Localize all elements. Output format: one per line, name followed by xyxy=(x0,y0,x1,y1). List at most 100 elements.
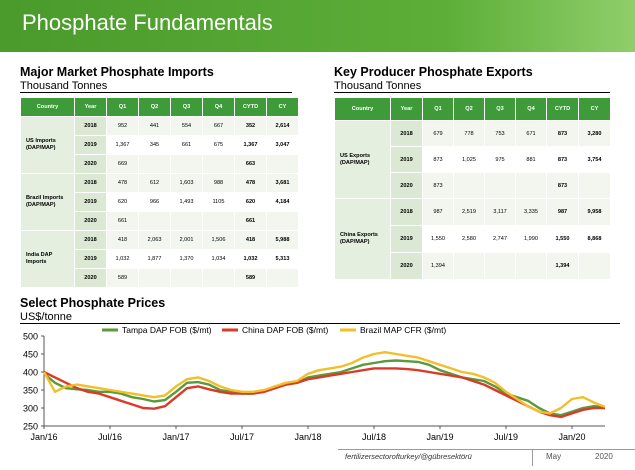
value-cell: 881 xyxy=(515,146,547,173)
column-header: Q2 xyxy=(453,97,485,121)
value-cell: 418 xyxy=(106,230,139,250)
legend-label: Brazil MAP CFR ($/mt) xyxy=(360,325,446,335)
value-cell xyxy=(170,268,203,288)
value-cell: 1,370 xyxy=(170,249,203,269)
value-cell: 3,280 xyxy=(578,120,611,147)
value-cell: 988 xyxy=(202,173,235,193)
value-cell: 1,550 xyxy=(546,225,579,253)
year-cell: 2019 xyxy=(74,249,107,269)
value-cell: 1,877 xyxy=(138,249,171,269)
value-cell xyxy=(202,154,235,174)
x-tick-label: Jan/18 xyxy=(294,432,321,442)
value-cell: 873 xyxy=(546,172,579,199)
column-header: Country xyxy=(20,97,75,117)
table-row: 2019 620 966 1,493 1105 620 4,184 xyxy=(21,192,299,212)
year-cell: 2020 xyxy=(390,172,423,199)
exports-title: Key Producer Phosphate Exports xyxy=(334,65,533,79)
column-header: CYTD xyxy=(546,97,579,121)
column-header: Year xyxy=(390,97,423,121)
value-cell: 1,506 xyxy=(202,230,235,250)
value-cell xyxy=(138,211,171,231)
year-cell: 2019 xyxy=(74,192,107,212)
table-row: 2019 873 1,025 975 881 873 3,754 xyxy=(335,146,611,173)
table-row: US Imports (DAP/MAP) 2018 952 441 554 667 352 2… xyxy=(20,116,299,174)
series-line-1 xyxy=(43,367,605,419)
value-cell: 2,001 xyxy=(170,230,203,250)
y-tick-label: 350 xyxy=(23,386,38,396)
year-cell: 2019 xyxy=(390,225,423,253)
value-cell: 873 xyxy=(546,120,579,147)
value-cell: 778 xyxy=(453,120,485,147)
table-row: Brazil Imports (DAP/MAP) 2018 478 612 1,603 9… xyxy=(20,173,299,231)
value-cell: 873 xyxy=(546,146,579,173)
column-header: CY xyxy=(578,97,611,121)
year-cell: 2020 xyxy=(74,211,107,231)
value-cell xyxy=(202,211,235,231)
value-cell: 589 xyxy=(234,268,267,288)
value-cell xyxy=(138,268,171,288)
value-cell: 1,990 xyxy=(515,225,547,253)
table-row: 2020 669 663 xyxy=(21,154,299,174)
value-cell: 1,493 xyxy=(170,192,203,212)
x-tick-label: Jul/18 xyxy=(362,432,386,442)
value-cell: 620 xyxy=(106,192,139,212)
table-row: US Exports (DAP/MAP) 2018 679 778 753 671 873 3… xyxy=(334,120,611,199)
page-header: Phosphate Fundamentals xyxy=(0,0,635,52)
column-header: Q4 xyxy=(202,97,235,117)
value-cell xyxy=(266,268,299,288)
column-header: CY xyxy=(266,97,299,117)
value-cell: 2,519 xyxy=(453,198,485,226)
value-cell: 675 xyxy=(202,135,235,155)
x-tick-label: Jul/17 xyxy=(230,432,254,442)
column-header: Q3 xyxy=(484,97,516,121)
value-cell: 661 xyxy=(170,135,203,155)
value-cell: 3,047 xyxy=(266,135,299,155)
value-cell: 2,063 xyxy=(138,230,171,250)
country-label: India DAP Imports xyxy=(20,230,75,288)
imports-title: Major Market Phosphate Imports xyxy=(20,65,214,79)
table-row: 2019 1,032 1,877 1,370 1,034 1,032 5,313 xyxy=(21,249,299,269)
y-tick-label: 400 xyxy=(23,368,38,378)
value-cell xyxy=(578,172,611,199)
value-cell: 2,614 xyxy=(266,116,299,136)
year-cell: 2018 xyxy=(74,116,107,136)
value-cell xyxy=(138,154,171,174)
value-cell xyxy=(170,154,203,174)
value-cell: 5,988 xyxy=(266,230,299,250)
table-row: 2020 873 873 xyxy=(335,172,611,199)
table-row: China Exports (DAP/MAP) 2018 987 2,519 3,117… xyxy=(334,198,611,280)
value-cell: 441 xyxy=(138,116,171,136)
page-title: Phosphate Fundamentals xyxy=(22,10,273,35)
value-cell: 4,184 xyxy=(266,192,299,212)
country-label: Brazil Imports (DAP/MAP) xyxy=(20,173,75,231)
value-cell: 345 xyxy=(138,135,171,155)
value-cell: 987 xyxy=(546,198,579,226)
value-cell: 966 xyxy=(138,192,171,212)
value-cell: 612 xyxy=(138,173,171,193)
column-header: CYTD xyxy=(234,97,267,117)
value-cell: 5,313 xyxy=(266,249,299,269)
value-cell xyxy=(484,252,516,280)
value-cell: 8,868 xyxy=(578,225,611,253)
value-cell: 352 xyxy=(234,116,267,136)
value-cell xyxy=(266,211,299,231)
series-line-2 xyxy=(42,351,606,415)
year-cell: 2020 xyxy=(390,252,423,280)
value-cell: 1,025 xyxy=(453,146,485,173)
value-cell: 1,032 xyxy=(106,249,139,269)
value-cell: 3,117 xyxy=(484,198,516,226)
value-cell: 663 xyxy=(234,154,267,174)
value-cell: 1,550 xyxy=(422,225,454,253)
x-tick-label: Jan/17 xyxy=(162,432,189,442)
column-header: Q1 xyxy=(422,97,454,121)
table-row: India DAP Imports 2018 418 2,063 2,001 1,506 4… xyxy=(20,230,299,288)
year-cell: 2018 xyxy=(390,198,423,226)
y-tick-label: 300 xyxy=(23,404,38,414)
value-cell: 671 xyxy=(515,120,547,147)
country-label: China Exports (DAP/MAP) xyxy=(334,198,391,280)
year-cell: 2018 xyxy=(74,173,107,193)
year-cell: 2019 xyxy=(390,146,423,173)
country-label: US Exports (DAP/MAP) xyxy=(334,120,391,199)
year-cell: 2018 xyxy=(390,120,423,147)
value-cell: 3,754 xyxy=(578,146,611,173)
